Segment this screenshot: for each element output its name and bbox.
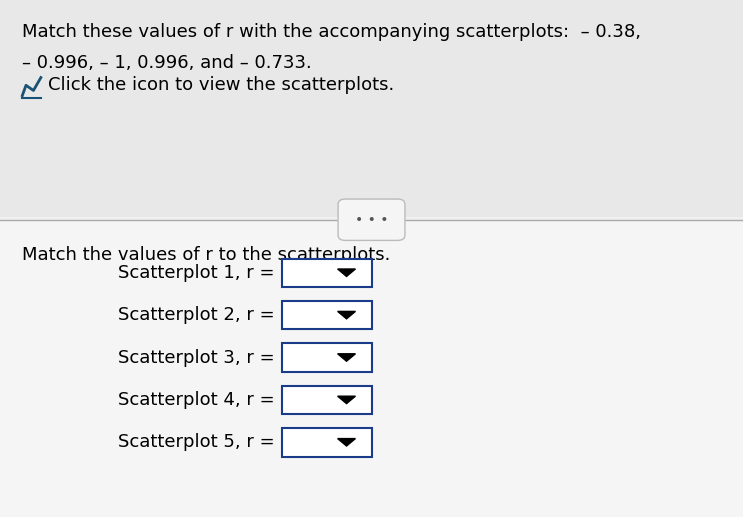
Text: Match these values of r with the accompanying scatterplots:  – 0.38,: Match these values of r with the accompa… [22,23,641,41]
FancyBboxPatch shape [282,343,372,372]
Text: – 0.996, – 1, 0.996, and – 0.733.: – 0.996, – 1, 0.996, and – 0.733. [22,54,312,72]
Text: Scatterplot 2, r =: Scatterplot 2, r = [118,306,275,324]
FancyBboxPatch shape [282,386,372,414]
FancyBboxPatch shape [282,258,372,287]
Text: Scatterplot 5, r =: Scatterplot 5, r = [118,433,275,451]
FancyBboxPatch shape [282,428,372,457]
Text: Click the icon to view the scatterplots.: Click the icon to view the scatterplots. [48,77,395,94]
Text: Scatterplot 4, r =: Scatterplot 4, r = [118,391,275,409]
FancyBboxPatch shape [0,220,743,517]
Text: Scatterplot 3, r =: Scatterplot 3, r = [118,348,275,367]
Text: Scatterplot 1, r =: Scatterplot 1, r = [118,264,275,282]
FancyBboxPatch shape [338,199,405,240]
Text: • • •: • • • [354,212,389,227]
Polygon shape [337,311,355,319]
Polygon shape [337,354,355,361]
FancyBboxPatch shape [282,301,372,329]
Text: Match the values of r to the scatterplots.: Match the values of r to the scatterplot… [22,246,391,264]
Polygon shape [337,396,355,404]
Polygon shape [337,269,355,277]
FancyBboxPatch shape [0,0,743,217]
Polygon shape [337,438,355,446]
